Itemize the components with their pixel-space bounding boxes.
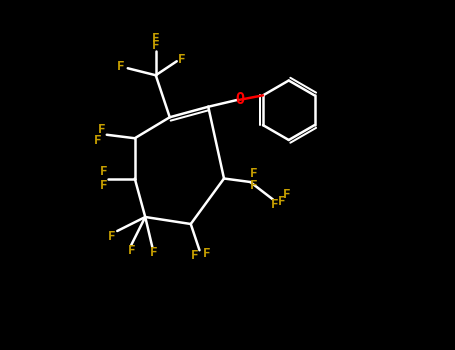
Text: F: F: [250, 167, 258, 180]
Text: F: F: [283, 188, 291, 201]
Text: F: F: [152, 32, 160, 45]
Text: F: F: [150, 245, 158, 259]
Text: F: F: [98, 123, 105, 136]
Text: F: F: [178, 53, 186, 66]
Text: F: F: [108, 230, 116, 243]
Text: F: F: [250, 179, 258, 192]
Text: F: F: [100, 165, 107, 178]
Text: F: F: [152, 39, 160, 52]
Text: F: F: [271, 198, 278, 211]
Text: F: F: [94, 133, 102, 147]
Text: F: F: [278, 195, 285, 208]
Text: F: F: [127, 244, 135, 257]
Text: F: F: [203, 247, 210, 260]
Text: F: F: [117, 60, 125, 73]
Text: O: O: [235, 92, 244, 107]
Text: F: F: [191, 249, 198, 262]
Text: F: F: [100, 179, 107, 192]
